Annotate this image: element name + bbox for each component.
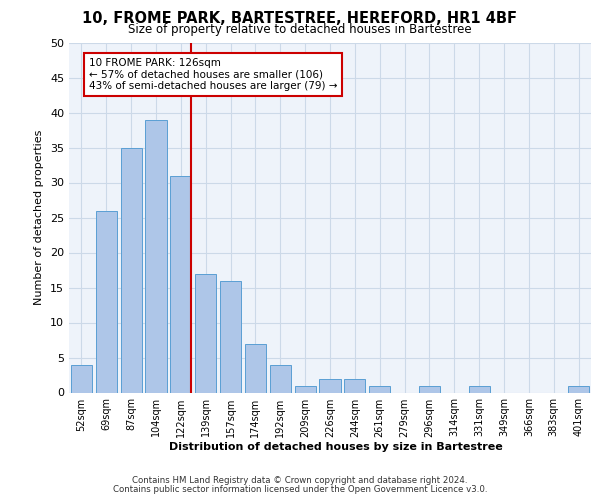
Bar (319, 378, 341, 392)
Bar (568, 386, 589, 392)
Text: Contains HM Land Registry data © Crown copyright and database right 2024.: Contains HM Land Registry data © Crown c… (132, 476, 468, 485)
Text: Size of property relative to detached houses in Bartestree: Size of property relative to detached ho… (128, 22, 472, 36)
Bar (195, 274, 216, 392)
Bar (295, 386, 316, 392)
Text: 10 FROME PARK: 126sqm
← 57% of detached houses are smaller (106)
43% of semi-det: 10 FROME PARK: 126sqm ← 57% of detached … (89, 58, 337, 91)
Bar (344, 378, 365, 392)
Bar (469, 386, 490, 392)
Bar (245, 344, 266, 392)
Bar (270, 364, 291, 392)
Bar (220, 280, 241, 392)
Bar (96, 210, 117, 392)
Bar (121, 148, 142, 392)
Bar (369, 386, 390, 392)
Text: Distribution of detached houses by size in Bartestree: Distribution of detached houses by size … (169, 442, 503, 452)
Text: 10, FROME PARK, BARTESTREE, HEREFORD, HR1 4BF: 10, FROME PARK, BARTESTREE, HEREFORD, HR… (83, 11, 517, 26)
Y-axis label: Number of detached properties: Number of detached properties (34, 130, 44, 305)
Bar (170, 176, 191, 392)
Text: Contains public sector information licensed under the Open Government Licence v3: Contains public sector information licen… (113, 485, 487, 494)
Bar (71, 364, 92, 392)
Bar (145, 120, 167, 392)
Bar (419, 386, 440, 392)
